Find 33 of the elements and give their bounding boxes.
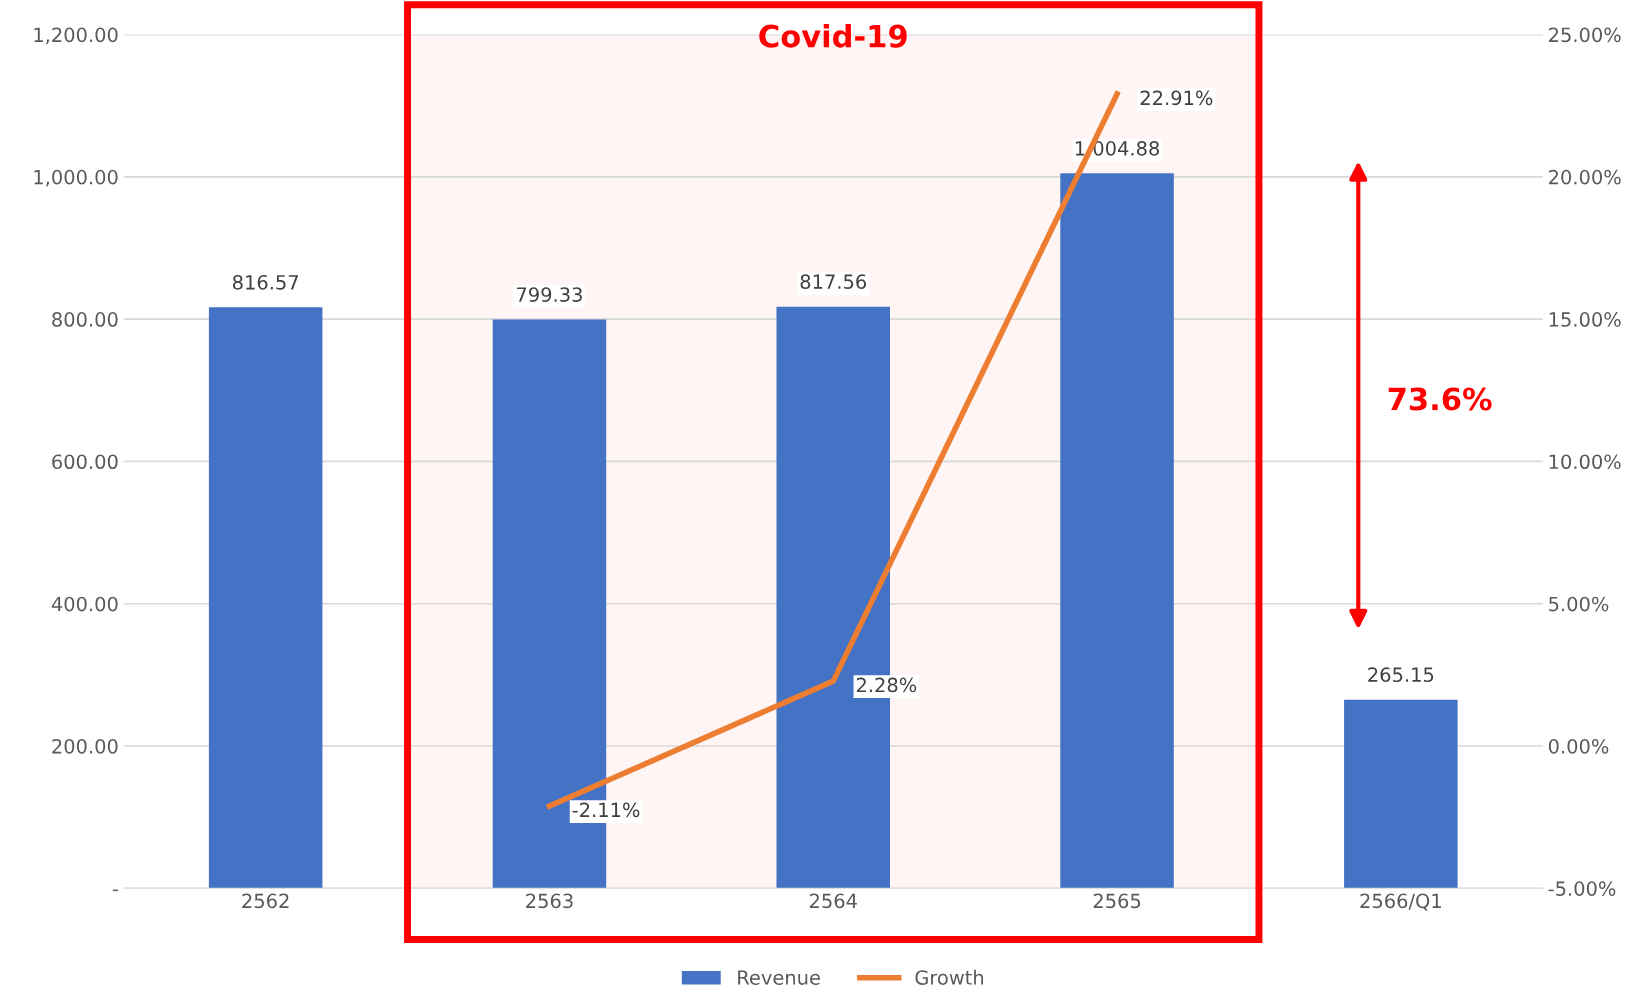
- y-tick-label: 600.00: [52, 454, 118, 470]
- y2-tick-label: 10.00%: [1549, 454, 1621, 470]
- x-tick-label: 2566/Q1: [1360, 893, 1441, 911]
- y2-tick-label: 5.00%: [1549, 596, 1609, 612]
- y2-tick-label: 25.00%: [1549, 27, 1621, 43]
- y-tick-label: 1,200.00: [34, 27, 118, 45]
- y2-tick-label: -5.00%: [1548, 881, 1616, 896]
- x-tick-label: 2565: [1093, 893, 1141, 909]
- y-tick-label: -: [112, 889, 118, 892]
- data-label: 265.15: [1368, 667, 1434, 682]
- annotation: 73.6%: [1388, 387, 1492, 411]
- bar: [1344, 699, 1458, 889]
- data-label: 2.28%: [856, 677, 917, 693]
- data-label: -2.11%: [572, 802, 640, 818]
- data-label: 799.33: [517, 287, 582, 302]
- y-tick-label: 1,000.00: [34, 169, 118, 187]
- y2-tick-label: 15.00%: [1549, 312, 1621, 327]
- y-tick-label: 800.00: [52, 312, 118, 327]
- x-tick-label: 2562: [242, 893, 289, 909]
- data-label: 817.56: [800, 274, 867, 289]
- x-tick-label: 2564: [809, 893, 857, 909]
- bar: [1060, 173, 1174, 889]
- x-tick-label: 2563: [526, 893, 573, 909]
- data-label: 816.57: [232, 274, 299, 290]
- y2-tick-label: 0.00%: [1548, 738, 1609, 754]
- y2-tick-label: 20.00%: [1549, 169, 1621, 185]
- y-tick-label: 200.00: [52, 738, 118, 754]
- legend-label: Revenue: [738, 970, 820, 985]
- y-tick-label: 400.00: [51, 596, 118, 612]
- bar: [208, 307, 323, 889]
- legend-label: Growth: [915, 969, 984, 985]
- band-label: Covid-19: [759, 24, 907, 48]
- data-label: 22.91%: [1140, 90, 1213, 106]
